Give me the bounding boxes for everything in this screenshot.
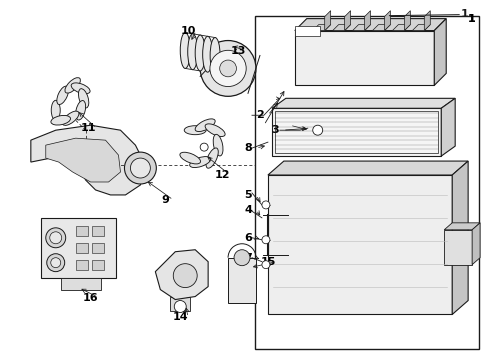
Polygon shape (333, 24, 350, 31)
Polygon shape (441, 98, 455, 156)
Ellipse shape (206, 148, 218, 168)
Ellipse shape (62, 111, 79, 125)
Ellipse shape (195, 119, 215, 131)
Bar (92, 226, 103, 236)
Polygon shape (325, 11, 331, 31)
Polygon shape (413, 24, 430, 31)
Ellipse shape (184, 126, 206, 135)
Bar (171, 297, 190, 311)
Circle shape (174, 301, 186, 312)
Bar (92, 243, 103, 253)
Bar (75, 243, 88, 253)
Text: 15: 15 (260, 257, 275, 267)
Text: 16: 16 (83, 293, 98, 302)
Text: 3: 3 (271, 125, 279, 135)
Polygon shape (295, 31, 434, 85)
Circle shape (124, 152, 156, 184)
Polygon shape (444, 223, 480, 230)
Text: 14: 14 (172, 312, 188, 323)
Text: 10: 10 (180, 26, 196, 36)
Polygon shape (372, 24, 391, 31)
Polygon shape (46, 138, 121, 182)
Polygon shape (272, 98, 455, 108)
Circle shape (220, 60, 237, 77)
Polygon shape (268, 161, 468, 175)
Circle shape (46, 228, 66, 248)
Polygon shape (472, 223, 480, 265)
Ellipse shape (205, 124, 225, 136)
Polygon shape (295, 26, 319, 36)
Circle shape (262, 236, 270, 244)
Ellipse shape (180, 32, 190, 68)
Ellipse shape (71, 83, 90, 94)
Circle shape (51, 258, 61, 268)
Polygon shape (268, 175, 452, 315)
Text: 8: 8 (244, 143, 252, 153)
Text: 5: 5 (244, 190, 252, 200)
Circle shape (200, 41, 256, 96)
Ellipse shape (57, 86, 69, 104)
Ellipse shape (203, 36, 213, 72)
FancyBboxPatch shape (41, 218, 116, 278)
Circle shape (173, 264, 197, 288)
Text: 1: 1 (467, 14, 475, 24)
Text: 9: 9 (161, 195, 169, 205)
Text: 7: 7 (244, 253, 252, 263)
Circle shape (200, 143, 208, 151)
Text: 4: 4 (244, 205, 252, 215)
Text: 11: 11 (81, 123, 97, 133)
Polygon shape (434, 19, 446, 85)
Polygon shape (295, 19, 446, 31)
Ellipse shape (75, 100, 86, 120)
Text: 13: 13 (230, 45, 245, 55)
Circle shape (50, 232, 62, 244)
Bar (255, 15, 479, 349)
Polygon shape (272, 108, 441, 156)
Bar (75, 226, 88, 236)
Circle shape (130, 158, 150, 178)
Ellipse shape (195, 35, 205, 71)
Ellipse shape (213, 134, 223, 156)
Polygon shape (452, 161, 468, 315)
Ellipse shape (190, 157, 211, 167)
Ellipse shape (188, 34, 197, 70)
Ellipse shape (51, 100, 60, 120)
Circle shape (242, 67, 248, 73)
Bar (228, 258, 256, 302)
Polygon shape (353, 24, 370, 31)
Ellipse shape (51, 116, 71, 125)
Bar (61, 278, 100, 289)
Polygon shape (313, 24, 331, 31)
Ellipse shape (65, 78, 80, 93)
Bar (92, 260, 103, 270)
Ellipse shape (210, 37, 220, 73)
Polygon shape (424, 11, 430, 31)
Circle shape (210, 50, 246, 86)
Text: 1: 1 (467, 14, 475, 24)
Polygon shape (444, 230, 472, 265)
Bar (275, 111, 438, 153)
Polygon shape (392, 24, 410, 31)
Bar (75, 260, 88, 270)
Polygon shape (404, 11, 410, 31)
Text: 12: 12 (214, 170, 230, 180)
Circle shape (234, 250, 250, 266)
Text: 1: 1 (460, 9, 468, 19)
Polygon shape (365, 11, 370, 31)
Circle shape (47, 254, 65, 272)
Ellipse shape (78, 89, 89, 108)
Circle shape (313, 125, 323, 135)
Circle shape (262, 261, 270, 269)
Text: 2: 2 (256, 110, 264, 120)
Polygon shape (344, 11, 350, 31)
Polygon shape (31, 125, 146, 195)
Text: 6: 6 (244, 233, 252, 243)
Polygon shape (385, 11, 391, 31)
Circle shape (262, 201, 270, 209)
Ellipse shape (180, 152, 200, 164)
Polygon shape (155, 250, 208, 300)
